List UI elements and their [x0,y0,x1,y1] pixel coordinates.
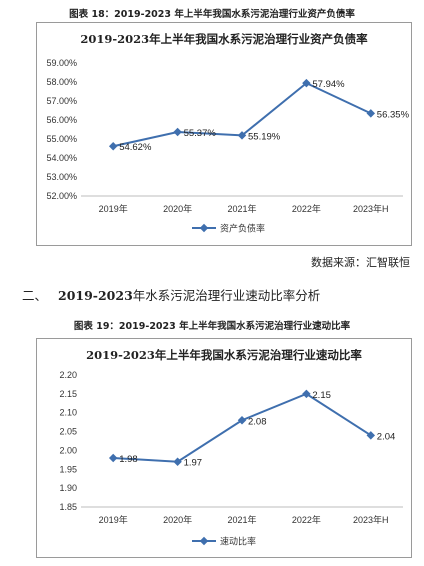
data-point-marker [108,453,118,463]
y-tick-label: 2.05 [59,427,77,437]
data-point-marker [366,109,376,118]
data-label: 2.15 [312,390,331,401]
section-year-range: 2019-2023 [58,288,133,303]
chart-title: 2019-2023年上半年我国水系污泥治理行业资产负债率 [80,32,368,46]
data-label: 57.94% [312,79,345,90]
debt-ratio-chart: 2019-2023年上半年我国水系污泥治理行业资产负债率 52.00% 53.00… [36,22,412,246]
y-tick-label: 56.00% [46,115,77,125]
y-tick-label: 2.15 [59,389,77,399]
quick-ratio-chart: 2019-2023年上半年我国水系污泥治理行业速动比率 1.85 1.90 1.95… [36,338,412,558]
figure-19-caption: 图表 19：2019-2023 年上半年我国水系污泥治理行业速动比率 [73,321,351,332]
data-point-marker [302,389,311,399]
section-title: 年水系污泥治理行业速动比率分析 [132,288,321,303]
y-tick-label: 57.00% [46,96,77,106]
data-point-marker [237,131,247,140]
x-tick-label: 2019年 [99,203,128,214]
data-point-marker [366,431,376,440]
y-tick-label: 53.00% [46,172,77,182]
x-tick-label: 2020年 [163,514,192,525]
data-point-marker [302,78,311,88]
data-point-marker [173,457,182,466]
legend-marker [199,223,209,233]
data-label: 55.19% [248,131,281,142]
series-line [113,392,372,463]
x-tick-label: 2021年 [227,203,256,214]
x-tick-label: 2020年 [163,203,192,214]
data-label: 2.04 [377,431,396,442]
x-tick-label: 2019年 [99,514,128,525]
y-tick-label: 1.85 [59,502,77,512]
quick-ratio-chart-svg: 2019-2023年上半年我国水系污泥治理行业速动比率 1.85 1.90 1.95… [59,348,403,548]
y-tick-label: 58.00% [46,77,77,87]
data-label: 54.62% [119,142,152,153]
data-label: 1.98 [119,454,138,465]
data-label: 55.37% [184,128,217,139]
x-tick-label: 2023年H [353,203,389,214]
data-point-marker [237,416,247,425]
x-tick-label: 2021年 [227,514,256,525]
y-tick-label: 2.20 [59,370,77,380]
y-tick-label: 59.00% [46,58,77,68]
y-tick-label: 1.95 [59,464,77,474]
y-tick-label: 55.00% [46,134,77,144]
data-source-note: 数据来源：汇智联恒 [311,256,410,269]
section-number: 二、 [22,288,48,303]
data-label: 56.35% [377,109,410,120]
x-tick-label: 2022年 [292,514,321,525]
data-label: 2.08 [248,416,267,427]
y-tick-label: 52.00% [46,191,77,201]
chart-title: 2019-2023年上半年我国水系污泥治理行业速动比率 [86,348,362,362]
legend-label: 速动比率 [220,536,256,548]
y-tick-label: 2.10 [59,408,77,418]
x-tick-label: 2023年H [353,514,389,525]
y-tick-label: 54.00% [46,153,77,163]
y-tick-label: 1.90 [59,483,77,493]
debt-ratio-chart-svg: 2019-2023年上半年我国水系污泥治理行业资产负债率 52.00% 53.00… [46,32,410,235]
x-tick-label: 2022年 [292,203,321,214]
legend-label: 资产负债率 [220,223,265,235]
figure-18-caption: 图表 18：2019-2023 年上半年我国水系污泥治理行业资产负债率 [69,9,355,20]
data-point-marker [173,127,182,137]
chart-legend: 资产负债率 [192,223,265,235]
section-heading: 二、 2019-2023年水系污泥治理行业速动比率分析 [22,285,320,304]
chart-legend: 速动比率 [192,536,256,548]
data-point-marker [108,141,118,151]
data-label: 1.97 [184,458,203,469]
legend-marker [199,536,209,546]
y-tick-label: 2.00 [59,445,77,455]
